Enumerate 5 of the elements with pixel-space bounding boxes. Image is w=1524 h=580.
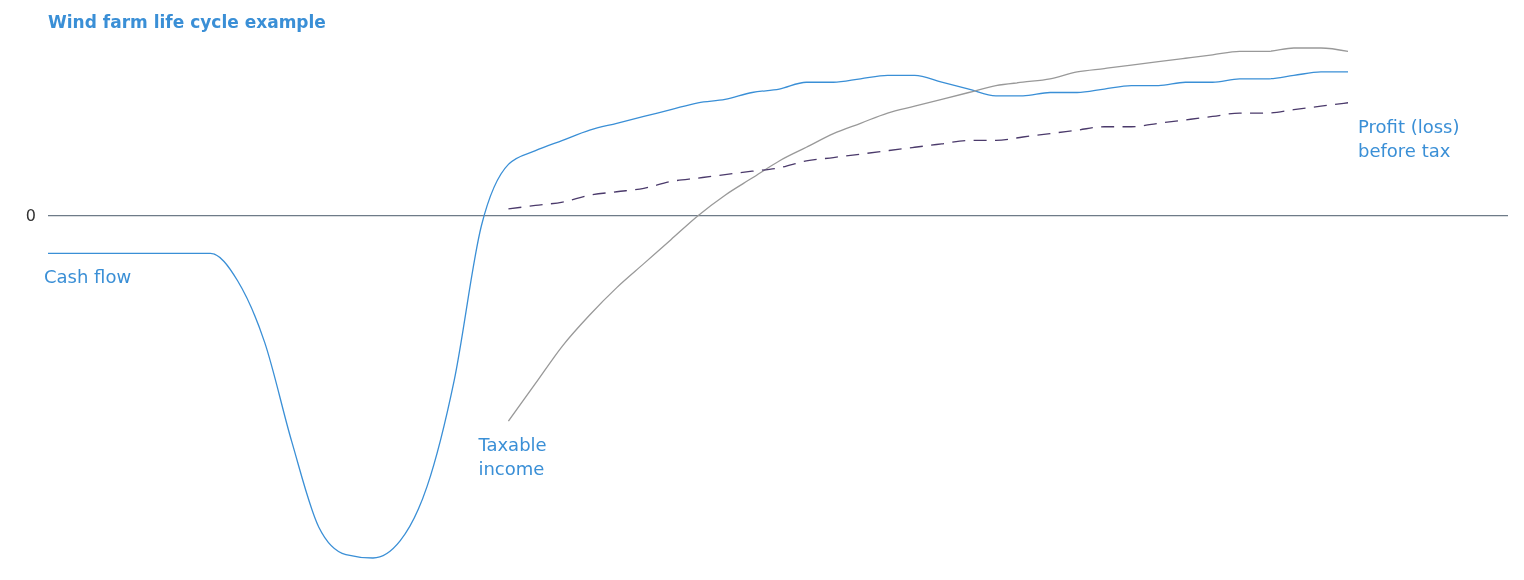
- series-label: Profit (loss) before tax: [1358, 115, 1460, 161]
- series-label: Taxable income: [477, 434, 547, 480]
- chart-title: Wind farm life cycle example: [48, 12, 326, 32]
- series-label: Cash flow: [44, 266, 132, 288]
- annotation: 0: [25, 206, 36, 226]
